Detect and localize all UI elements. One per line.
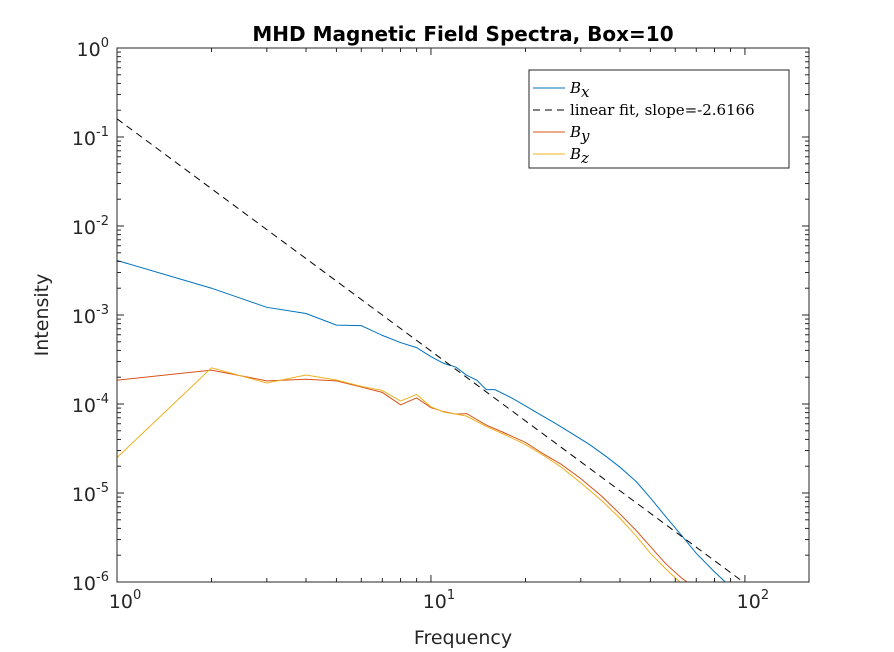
plot-frame xyxy=(116,47,810,583)
legend-label-2: By xyxy=(569,123,590,145)
legend-label-1: linear fit, slope=-2.6166 xyxy=(570,101,755,119)
y-tick-label: 10-1 xyxy=(72,125,109,150)
series-line-3 xyxy=(117,367,681,582)
series-line-0 xyxy=(117,259,727,582)
x-tick-label: 100 xyxy=(109,588,141,613)
y-tick-label: 10-3 xyxy=(72,303,109,328)
x-axis-label: Frequency xyxy=(414,627,512,649)
y-tick-label: 10-5 xyxy=(72,481,109,506)
y-tick-label: 10-2 xyxy=(72,214,109,239)
x-tick-label: 101 xyxy=(423,588,455,613)
y-tick-label: 100 xyxy=(77,36,109,61)
x-tick-label: 102 xyxy=(737,588,769,613)
y-axis-label: Intensity xyxy=(31,274,53,357)
legend-label-3: Bz xyxy=(569,145,589,167)
legend-label-0: Bx xyxy=(569,79,590,101)
tick-layer xyxy=(116,47,809,583)
series-line-1 xyxy=(117,118,745,582)
y-tick-label: 10-6 xyxy=(72,570,109,595)
tick-labels: 100 101 102 10-6 10-5 10-4 10-3 10-2 10-1 100 xyxy=(72,36,769,613)
y-tick-label: 10-4 xyxy=(72,392,109,417)
series-layer xyxy=(117,118,745,582)
legend-box xyxy=(528,69,790,169)
chart-title: MHD Magnetic Field Spectra, Box=10 xyxy=(252,22,673,46)
series-line-2 xyxy=(117,369,689,582)
